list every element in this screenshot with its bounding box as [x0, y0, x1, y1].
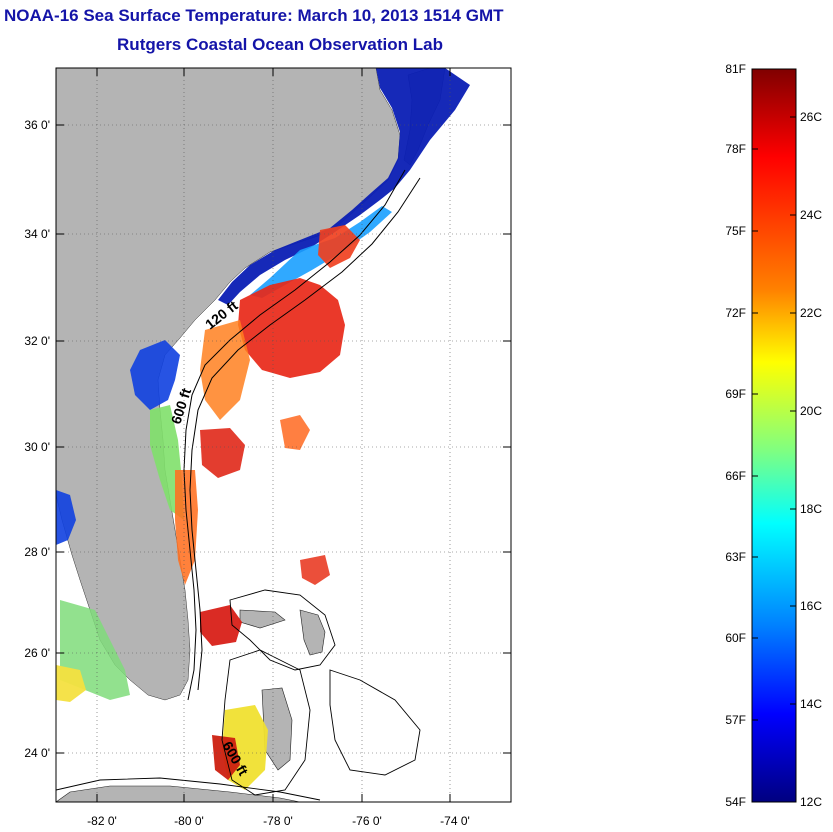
colorbar-f-60: 60F — [725, 631, 746, 645]
colorbar-c-12: 12C — [800, 795, 822, 809]
colorbar-c-14: 14C — [800, 697, 822, 711]
sst-gulfstream-north — [318, 225, 360, 268]
colorbar-fahrenheit-ticks — [752, 148, 758, 721]
map-content — [56, 68, 511, 802]
lon-label-78: -78 0' — [263, 814, 293, 828]
contour-bahamas-1 — [229, 589, 336, 671]
sst-orange-band — [200, 320, 250, 420]
lat-label-30: 30 0' — [24, 440, 50, 454]
sst-cold-gulf-west — [56, 490, 76, 545]
lon-label-80: -80 0' — [174, 814, 204, 828]
sst-cold-carolinas — [218, 68, 470, 305]
colorbar-f-72: 72F — [725, 306, 746, 320]
colorbar-f-54: 54F — [725, 795, 746, 809]
colorbar-c-18: 18C — [800, 502, 822, 516]
sst-warm-strip-florida — [175, 470, 198, 585]
lat-label-26: 26 0' — [24, 646, 50, 660]
sst-yellow-gulf — [56, 665, 86, 702]
contour-120ft — [183, 169, 406, 701]
lat-label-34: 34 0' — [24, 227, 50, 241]
colorbar-c-22: 22C — [800, 306, 822, 320]
lon-label-74: -74 0' — [440, 814, 470, 828]
colorbar-f-69: 69F — [725, 387, 746, 401]
sst-cold-georgia — [130, 340, 180, 410]
sst-scattered-east — [280, 415, 310, 450]
lat-label-24: 24 0' — [24, 746, 50, 760]
land-bahamas-abaco — [299, 609, 326, 656]
colorbar-f-57: 57F — [725, 713, 746, 727]
lon-label-82: -82 0' — [87, 814, 117, 828]
lat-label-36: 36 0' — [24, 118, 50, 132]
contour-600ft — [189, 177, 421, 691]
colorbar-c-20: 20C — [800, 404, 822, 418]
map-subtitle: Rutgers Coastal Ocean Observation Lab — [117, 35, 443, 54]
colorbar-f-75: 75F — [725, 224, 746, 238]
contour-bahamas-2 — [221, 649, 311, 796]
sst-gulfstream-core — [238, 278, 345, 378]
map-frame — [55, 67, 512, 803]
lat-label-32: 32 0' — [24, 334, 50, 348]
lat-label-28: 28 0' — [24, 545, 50, 559]
colorbar — [751, 68, 797, 803]
contour-bahamas-3 — [329, 669, 421, 776]
contour-cuba-shelf — [56, 777, 321, 801]
land-cuba — [56, 785, 301, 802]
map-tick-marks — [56, 68, 511, 802]
map-title: NOAA-16 Sea Surface Temperature: March 1… — [4, 6, 504, 25]
colorbar-celsius-ticks — [790, 116, 796, 705]
colorbar-c-16: 16C — [800, 599, 822, 613]
lon-label-76: -76 0' — [352, 814, 382, 828]
sst-scattered-east-2 — [300, 555, 330, 585]
colorbar-c-26: 26C — [800, 110, 822, 124]
colorbar-f-81: 81F — [725, 62, 746, 76]
colorbar-c-24: 24C — [800, 208, 822, 222]
colorbar-f-78: 78F — [725, 142, 746, 156]
colorbar-f-66: 66F — [725, 469, 746, 483]
sst-warm-patch-30n — [200, 428, 245, 478]
colorbar-f-63: 63F — [725, 550, 746, 564]
